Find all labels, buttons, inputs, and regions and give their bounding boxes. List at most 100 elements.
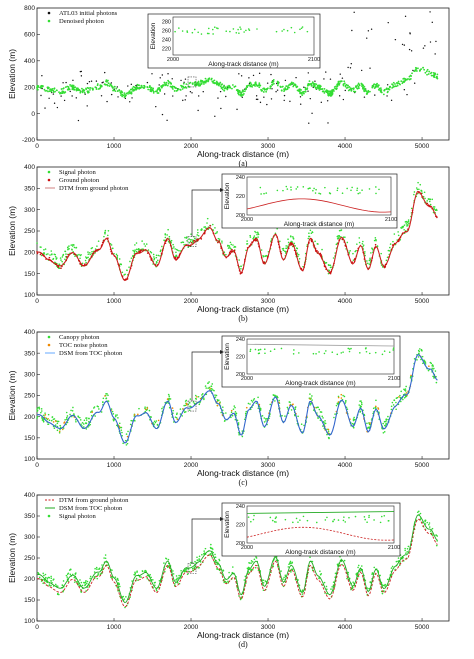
- signal-photon: [212, 389, 214, 391]
- signal-photon: [233, 405, 236, 407]
- denoised-photon: [213, 82, 216, 85]
- inset-photon: [178, 27, 180, 29]
- signal-photon: [103, 235, 105, 238]
- signal-photon: [405, 220, 407, 223]
- noise-photon: [166, 119, 168, 122]
- toc-noise-photon: [230, 409, 233, 412]
- toc-noise-photon: [137, 413, 139, 416]
- denoised-photon: [159, 89, 162, 92]
- inset-photon: [347, 347, 350, 350]
- denoised-photon: [156, 90, 158, 93]
- denoised-photon: [125, 92, 128, 95]
- inset-photon: [256, 28, 258, 30]
- signal-photon: [96, 577, 99, 580]
- inset-photon: [315, 188, 317, 191]
- x-tick-label: 2000: [184, 462, 199, 469]
- ground-photon: [330, 271, 332, 273]
- inset-photon: [293, 31, 296, 34]
- signal-photon: [77, 416, 80, 418]
- y-tick-label: 400: [24, 58, 35, 65]
- denoised-photon: [76, 88, 79, 91]
- denoised-photon: [271, 84, 274, 86]
- signal-photon: [82, 426, 85, 428]
- signal-photon: [431, 527, 434, 530]
- inset-photon: [319, 193, 322, 195]
- ground-photon: [350, 262, 353, 264]
- denoised-photon: [132, 89, 134, 92]
- denoised-photon: [283, 88, 285, 90]
- denoised-photon: [363, 85, 366, 88]
- noise-photon: [374, 94, 376, 96]
- signal-photon: [325, 585, 328, 588]
- signal-photon: [272, 394, 275, 396]
- inset-photon: [336, 189, 339, 192]
- signal-photon: [198, 558, 200, 560]
- signal-photon: [397, 231, 399, 233]
- signal-photon: [56, 429, 59, 432]
- signal-photon: [155, 588, 158, 591]
- signal-photon: [48, 584, 51, 587]
- denoised-photon: [197, 83, 200, 86]
- ground-photon: [295, 251, 297, 254]
- denoised-photon: [43, 88, 46, 91]
- inset-y-tick: 220: [236, 523, 245, 529]
- noise-photon: [182, 99, 184, 102]
- signal-photon: [432, 365, 434, 367]
- signal-photon: [366, 260, 368, 262]
- signal-photon: [416, 188, 419, 191]
- noise-photon: [80, 70, 83, 73]
- signal-photon: [254, 230, 256, 233]
- inset-photon: [212, 33, 214, 35]
- denoised-photon: [137, 84, 139, 87]
- signal-photon: [210, 387, 213, 390]
- ground-photon: [316, 250, 318, 252]
- x-axis-label: Along-track distance (m): [197, 149, 289, 159]
- x-tick-label: 5000: [415, 143, 430, 150]
- signal-photon: [183, 411, 186, 414]
- ground-photon: [117, 263, 120, 265]
- signal-photon: [80, 581, 83, 584]
- noise-photon: [95, 80, 98, 82]
- signal-photon: [199, 561, 202, 563]
- toc-noise-photon: [58, 430, 61, 433]
- signal-photon: [340, 229, 343, 231]
- signal-photon: [336, 235, 339, 238]
- denoised-photon: [171, 86, 174, 89]
- signal-photon: [121, 434, 123, 437]
- signal-photon: [183, 404, 185, 407]
- signal-photon: [126, 442, 129, 445]
- signal-photon: [240, 265, 242, 268]
- signal-photon: [183, 243, 185, 246]
- signal-photon: [64, 258, 66, 261]
- ground-photon: [209, 224, 212, 227]
- legend-entry: Canopy photon: [59, 334, 100, 341]
- inset-plot-frame: [246, 338, 395, 375]
- noise-photon: [106, 100, 108, 103]
- signal-photon: [84, 582, 86, 584]
- noise-photon: [102, 81, 104, 83]
- inset-photon: [197, 31, 199, 34]
- ground-photon: [313, 245, 315, 248]
- signal-photon: [52, 578, 55, 580]
- inset-photon: [379, 521, 382, 524]
- denoised-photon: [218, 83, 221, 86]
- signal-photon: [150, 576, 152, 579]
- denoised-photon: [140, 84, 143, 87]
- signal-photon: [287, 241, 290, 244]
- denoised-photon: [95, 88, 98, 90]
- signal-photon: [399, 394, 401, 397]
- signal-photon: [68, 569, 71, 571]
- ground-photon: [94, 250, 97, 253]
- denoised-photon: [223, 89, 226, 92]
- denoised-photon: [77, 87, 79, 90]
- denoised-photon: [131, 88, 133, 91]
- inset-photon: [297, 521, 299, 523]
- signal-photon: [309, 402, 312, 405]
- signal-photon: [381, 592, 384, 595]
- denoised-photon: [308, 80, 311, 83]
- denoised-photon: [220, 87, 223, 90]
- ground-photon: [297, 262, 300, 264]
- ground-photon: [280, 252, 283, 255]
- ground-photon: [411, 211, 414, 214]
